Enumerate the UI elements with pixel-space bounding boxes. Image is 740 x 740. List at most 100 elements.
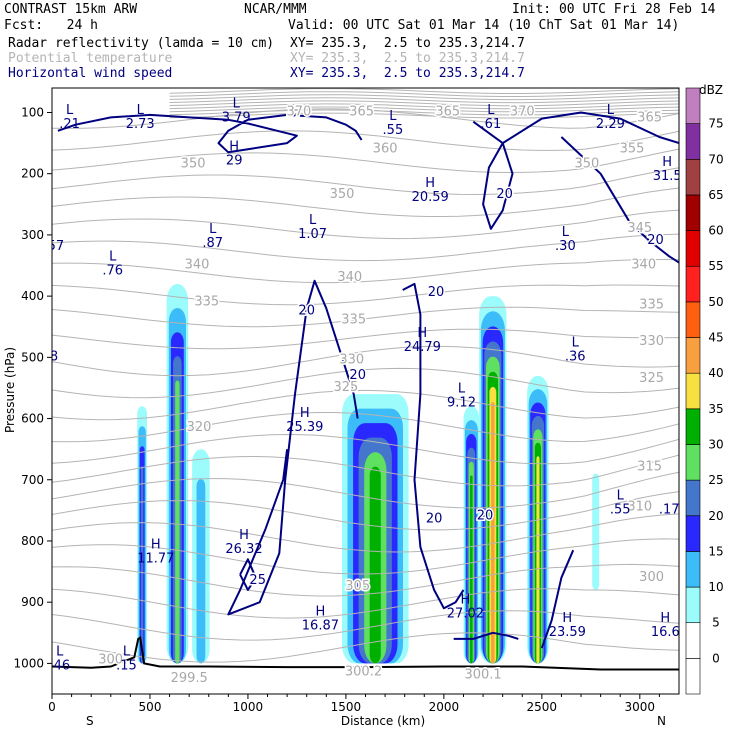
theta-isentrope-794: [52, 513, 679, 553]
theta-label-22: 315: [637, 460, 662, 475]
wind-extremum-type-16: L: [458, 381, 466, 396]
colorbar-label-4: 20: [708, 509, 723, 523]
theta-isentrope-254: [52, 187, 679, 217]
x-axis-title: Distance (km): [341, 714, 425, 728]
theta-isentrope-542: [52, 367, 679, 399]
theta-label-23: 310: [627, 499, 652, 514]
theta-label-10: 345: [627, 221, 652, 236]
theta-isentrope-upper-65: [169, 88, 679, 94]
theta-isentrope-upper-90: [169, 103, 679, 110]
wind-extremum-value-4: .55: [383, 123, 404, 138]
wind-extremum-value-21: 16.87: [302, 619, 339, 634]
wind-isotach-2: [560, 136, 679, 264]
theta-isentrope-686: [52, 454, 679, 487]
theta-label-20: 325: [639, 371, 664, 386]
theta-label-17: 330: [639, 334, 664, 349]
reflectivity-cell-2-level-10: [196, 479, 206, 664]
colorbar-bin-0: [685, 658, 701, 695]
wind-contour-label-5: 20: [426, 512, 443, 527]
axes: 0 500 1000 1500 2000 2500 3000 100 200 300 400 500 6…: [13, 106, 660, 714]
colorbar-bin-9: [685, 337, 701, 374]
theta-isentrope-650: [52, 433, 679, 465]
reflectivity-cell-1-level-25: [175, 380, 180, 664]
colorbar-bin-4: [685, 515, 701, 552]
wind-extremum-value-13: .30: [555, 239, 576, 254]
colorbar-bin-13: [685, 194, 701, 231]
y-tick-label-7: 800: [21, 534, 44, 548]
wind-extremum-value-23: 23.59: [549, 625, 586, 640]
colorbar-label-6: 30: [708, 438, 723, 452]
theta-isentrope-290: [52, 209, 679, 240]
y-axis-title: Pressure (hPa): [3, 347, 17, 433]
theta-label-0: 370: [286, 105, 311, 120]
wind-extremum-value-24: 16.6: [651, 625, 680, 640]
wind-isotach-1: [472, 111, 679, 230]
theta-isentrope-upper-105: [169, 112, 679, 119]
wind-isotach-7: [239, 558, 257, 591]
wind-contour-label-1: 20: [349, 368, 366, 383]
wind-contours: [57, 111, 679, 649]
forecast-hour: Fcst: 24 h: [4, 18, 98, 33]
wind-extremum-value-20: 11.77: [137, 551, 174, 566]
wind-extremum-type-23: H: [562, 611, 572, 626]
theta-label-14: 335: [194, 294, 219, 309]
wind-extremum-type-12: L: [309, 213, 317, 228]
theta-label-2: 365: [435, 105, 460, 120]
wind-extremum-type-28: L: [123, 645, 131, 660]
wind-extremum-type-19: H: [239, 528, 249, 543]
theta-isentrope-902: [52, 588, 679, 619]
wind-extremum-value-15: 24.79: [404, 340, 441, 355]
theta-isentrope-830: [52, 538, 679, 575]
theta-label-7: 350: [181, 157, 206, 172]
field-xy-theta: XY= 235.3, 2.5 to 235.3,214.7: [290, 51, 525, 66]
colorbar-label-10: 50: [708, 295, 723, 309]
y-tick-label-5: 600: [21, 412, 44, 426]
theta-label-11: 340: [185, 258, 210, 273]
theta-isentrope-578: [52, 389, 679, 421]
colorbar-bin-1: [685, 622, 701, 659]
colorbar-bin-3: [685, 551, 701, 588]
wind-extremum-value-16: 9.12: [447, 395, 476, 410]
theta-label-13: 340: [631, 258, 656, 273]
colorbar-label-3: 15: [708, 544, 723, 558]
wind-extremum-value-2: 3.79: [222, 111, 251, 126]
theta-isentrope-866: [52, 563, 679, 597]
colorbar-bin-12: [685, 230, 701, 267]
wind-extremum-value-12: 1.07: [298, 227, 327, 242]
wind-extremum-value-19: 26.32: [225, 542, 262, 557]
colorbar-label-1: 5: [712, 616, 720, 630]
wind-extremum-value-28: .15: [116, 659, 137, 674]
field-name-wind: Horizontal wind speed: [8, 66, 173, 81]
colorbar-label-13: 65: [708, 188, 723, 202]
y-tick-label-9: 1000: [13, 656, 44, 670]
field-xy-reflectivity: XY= 235.3, 2.5 to 235.3,214.7: [290, 36, 525, 51]
wind-extremum-type-13: L: [562, 225, 570, 240]
colorbar-label-5: 25: [708, 473, 723, 487]
x-tick-label-6: 3000: [625, 700, 656, 714]
colorbar-label-7: 35: [708, 402, 723, 416]
wind-contour-label-7: 25: [249, 573, 266, 588]
theta-label-26: 300.: [98, 652, 127, 667]
wind-extremum-type-1: L: [137, 103, 145, 118]
wind-extremum-type-25: L: [617, 488, 625, 503]
wind-isotach-5: [453, 631, 519, 640]
reflectivity-cell-0-level-20: [140, 466, 144, 664]
wind-extremum-type-22: H: [461, 593, 471, 608]
wind-contour-label-6: 20: [477, 509, 494, 524]
x-tick-label-2: 1000: [233, 700, 264, 714]
wind-extremum-type-7: H: [662, 155, 672, 170]
colorbar-label-8: 40: [708, 366, 723, 380]
colorbar-bin-14: [685, 158, 701, 196]
y-tick-label-8: 900: [21, 595, 44, 609]
wind-extremum-type-6: L: [607, 103, 615, 118]
wind-extremum-value-1: 2.73: [126, 117, 155, 132]
theta-isentrope-146: [52, 130, 679, 151]
theta-label-12: 340: [337, 270, 362, 285]
reflectivity-cell-6-level-35: [536, 456, 540, 664]
colorbar-label-9: 45: [708, 331, 723, 345]
field-name-reflectivity: Radar reflectivity (lamda = 10 cm): [8, 36, 275, 51]
theta-label-8: 350: [330, 187, 355, 202]
y-tick-label-0: 100: [21, 106, 44, 120]
theta-isentrope-upper-85: [169, 100, 679, 107]
